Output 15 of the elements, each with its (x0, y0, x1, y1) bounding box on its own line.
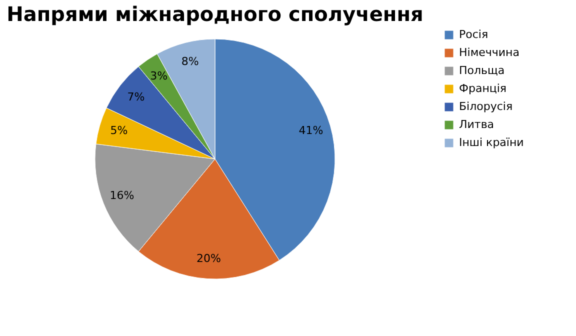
legend-label: Литва (459, 118, 494, 131)
data-label: 5% (110, 124, 128, 138)
legend-label: Росія (459, 28, 488, 41)
legend-label: Німеччина (459, 46, 520, 59)
legend-label: Інші країни (459, 136, 524, 149)
data-label: 20% (196, 252, 221, 265)
legend-label: Білорусія (459, 100, 513, 113)
data-label: 16% (110, 188, 134, 202)
legend-label: Франція (459, 82, 507, 95)
legend-label: Польща (459, 64, 505, 77)
data-label: 41% (298, 124, 324, 138)
data-label: 8% (181, 55, 199, 68)
chart-title: Напрями міжнародного сполучення (6, 2, 424, 26)
data-label: 3% (150, 69, 168, 82)
data-label: 7% (127, 90, 145, 104)
